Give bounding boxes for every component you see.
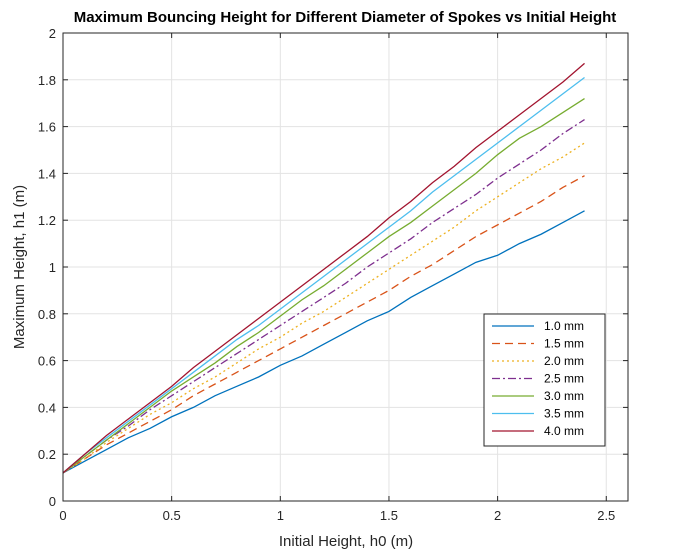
y-tick-label: 0	[49, 494, 56, 509]
legend: 1.0 mm 1.5 mm 2.0 mm 2.5 mm 3.0 mm 3.5 mm 4.0 …	[483, 313, 606, 447]
y-tick-label: 0.4	[38, 400, 56, 415]
tick-layer: 0 0.5 1 1.5 2 2.5 0 0.2 0.4 0.6 0.8 1 1.2 1.4 1.6 1.8 2	[38, 26, 628, 523]
y-axis-label: Maximum Height, h1 (m)	[11, 185, 28, 349]
chart-title: Maximum Bouncing Height for Different Di…	[74, 9, 617, 26]
series-line-7	[62, 62, 585, 474]
series-line-3	[62, 142, 585, 474]
series-line-6	[62, 76, 585, 474]
legend-label: 2.0 mm	[544, 354, 584, 368]
x-tick-label: 0	[59, 508, 66, 523]
x-tick-label: 1	[277, 508, 284, 523]
x-tick-label: 2	[494, 508, 501, 523]
x-tick-label: 2.5	[597, 508, 615, 523]
legend-label: 4.0 mm	[544, 424, 584, 438]
y-tick-label: 1	[49, 260, 56, 275]
legend-label: 3.0 mm	[544, 389, 584, 403]
series-layer	[62, 62, 585, 474]
x-axis-label: Initial Height, h0 (m)	[279, 533, 413, 550]
x-tick-label: 0.5	[163, 508, 181, 523]
series-line-4	[62, 119, 585, 474]
series-line-5	[62, 97, 585, 474]
legend-label: 1.0 mm	[544, 319, 584, 333]
y-tick-label: 1.4	[38, 166, 56, 181]
y-tick-label: 1.2	[38, 213, 56, 228]
x-tick-label: 1.5	[380, 508, 398, 523]
y-tick-label: 2	[49, 26, 56, 41]
y-tick-label: 0.6	[38, 354, 56, 369]
y-tick-label: 1.8	[38, 73, 56, 88]
y-tick-label: 1.6	[38, 120, 56, 135]
series-line-2	[62, 175, 585, 474]
y-tick-label: 0.2	[38, 447, 56, 462]
legend-label: 2.5 mm	[544, 372, 584, 386]
series-line-1	[62, 210, 585, 474]
legend-label: 1.5 mm	[544, 337, 584, 351]
legend-box	[483, 313, 606, 447]
y-tick-label: 0.8	[38, 307, 56, 322]
legend-label: 3.5 mm	[544, 407, 584, 421]
